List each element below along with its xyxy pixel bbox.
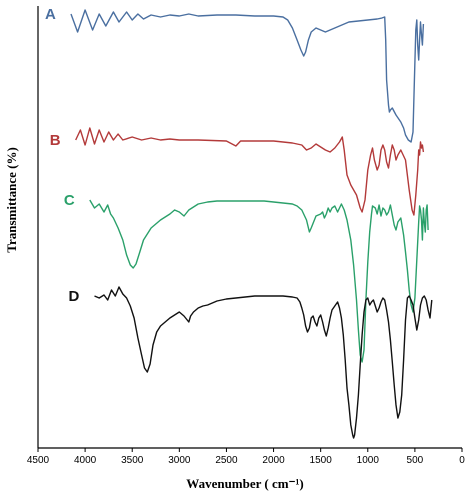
x-tick-label: 4000	[74, 455, 97, 466]
x-tick-label: 3500	[121, 455, 144, 466]
axes	[37, 6, 462, 449]
series-label-b: B	[50, 132, 61, 149]
x-axis-title: Wavenumber ( cm⁻¹)	[186, 476, 303, 491]
series-label-d: D	[69, 288, 80, 305]
x-tick-label: 3000	[168, 455, 191, 466]
series-label-c: C	[64, 192, 75, 209]
x-tick-label: 0	[459, 455, 465, 466]
series-layer	[70, 9, 433, 439]
x-tick-label: 2000	[262, 455, 285, 466]
x-tick-label: 1500	[310, 455, 333, 466]
x-tick-label: 500	[407, 455, 424, 466]
y-axis-title: Transmittance (%)	[4, 147, 19, 253]
series-line-c	[89, 199, 429, 363]
series-line-a	[70, 9, 425, 143]
x-ticks: 4500 4000 3500 3000 2500 2000 1500 1000 500 0	[27, 448, 465, 466]
x-tick-label: 1000	[357, 455, 380, 466]
series-labels: A B C D	[45, 6, 80, 305]
series-line-b	[75, 127, 425, 216]
series-line-d	[94, 286, 433, 439]
series-label-a: A	[45, 6, 56, 23]
x-tick-label: 2500	[215, 455, 238, 466]
x-tick-label: 4500	[27, 455, 50, 466]
